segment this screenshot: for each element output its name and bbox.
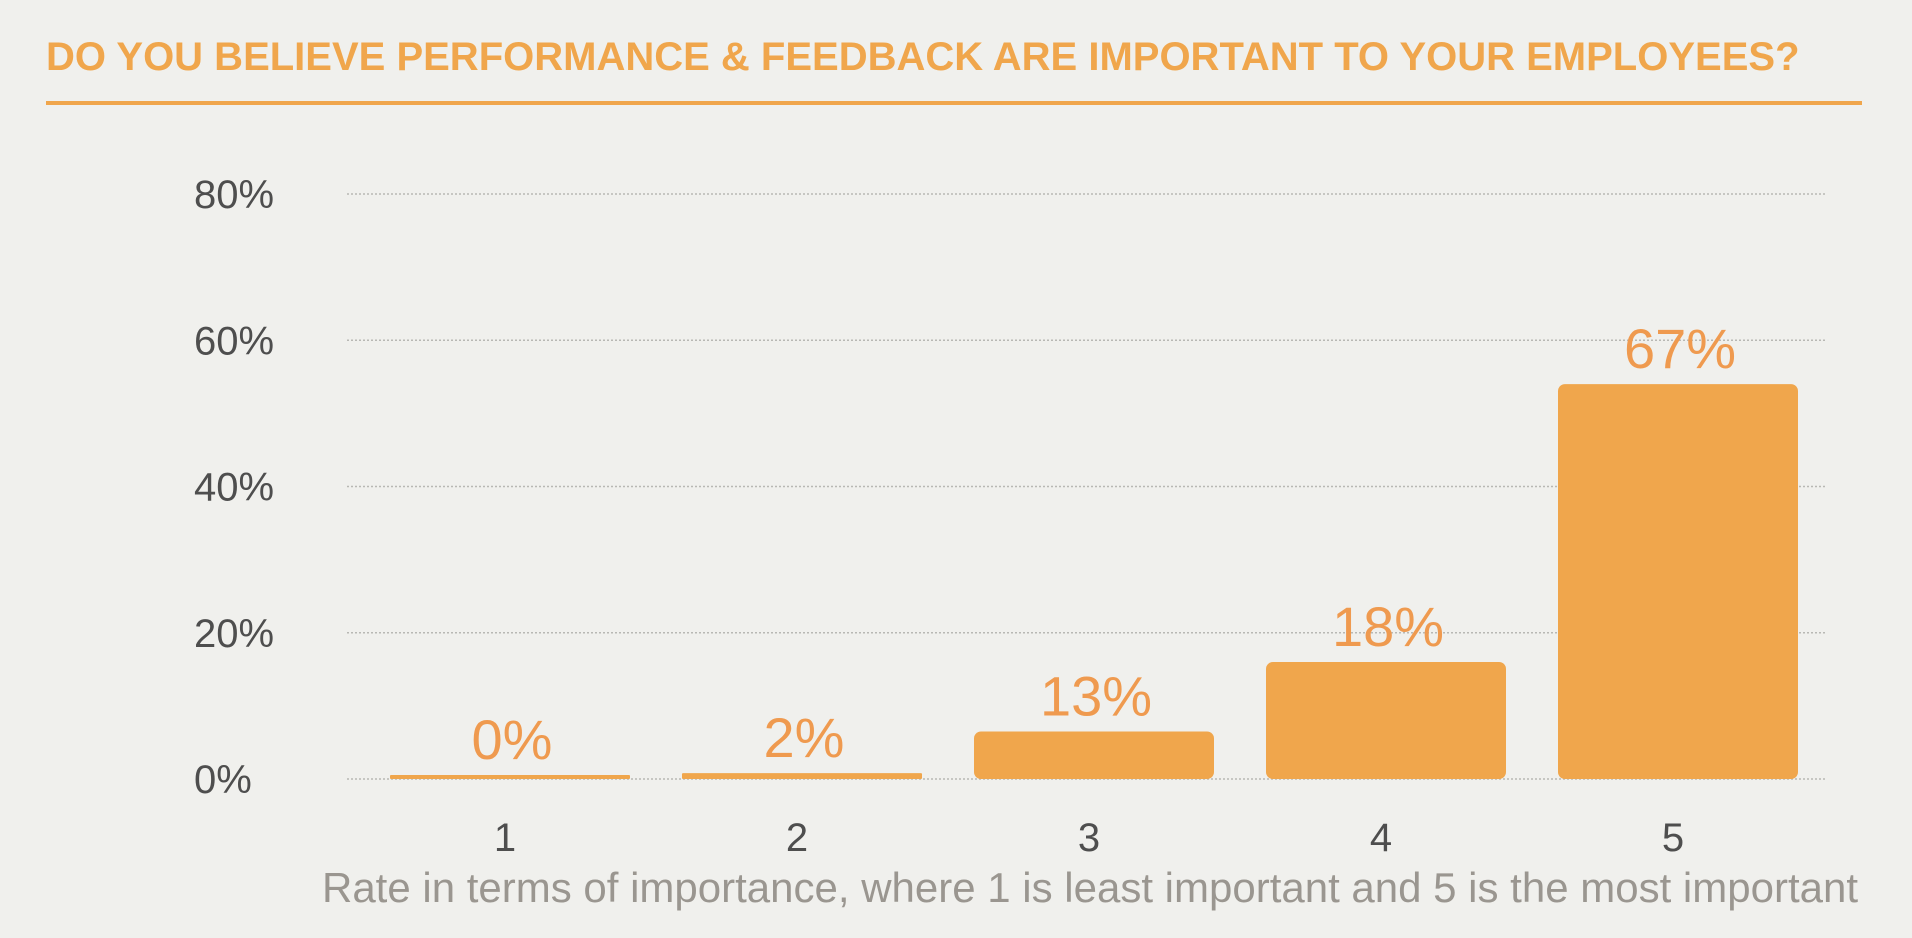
x-tick-label: 2 (786, 816, 808, 860)
bar (1266, 662, 1506, 779)
bar (390, 775, 630, 779)
y-tick-label: 20% (194, 612, 274, 656)
chart-title: DO YOU BELIEVE PERFORMANCE & FEEDBACK AR… (46, 35, 1800, 79)
data-label: 0% (472, 708, 553, 771)
data-label: 2% (764, 706, 845, 769)
bar (682, 773, 922, 779)
bar (974, 731, 1214, 779)
x-tick-label: 4 (1370, 816, 1392, 860)
y-tick-label: 80% (194, 173, 274, 217)
data-labels: 0% 2% 13% 18% 67% (472, 317, 1737, 771)
x-tick-label: 3 (1078, 816, 1100, 860)
x-axis-label: Rate in terms of importance, where 1 is … (322, 864, 1858, 911)
data-label: 18% (1332, 595, 1444, 658)
data-label: 67% (1624, 317, 1736, 380)
y-tick-label: 60% (194, 319, 274, 363)
x-tick-label: 5 (1662, 816, 1684, 860)
x-tick-label: 1 (494, 816, 516, 860)
y-tick-label: 0% (194, 758, 252, 802)
bars (390, 384, 1798, 779)
data-label: 13% (1040, 664, 1152, 727)
bar (1558, 384, 1798, 779)
y-tick-label: 40% (194, 466, 274, 510)
y-axis-ticks: 0% 20% 40% 60% 80% (194, 173, 274, 802)
x-axis-ticks: 1 2 3 4 5 (494, 816, 1684, 860)
